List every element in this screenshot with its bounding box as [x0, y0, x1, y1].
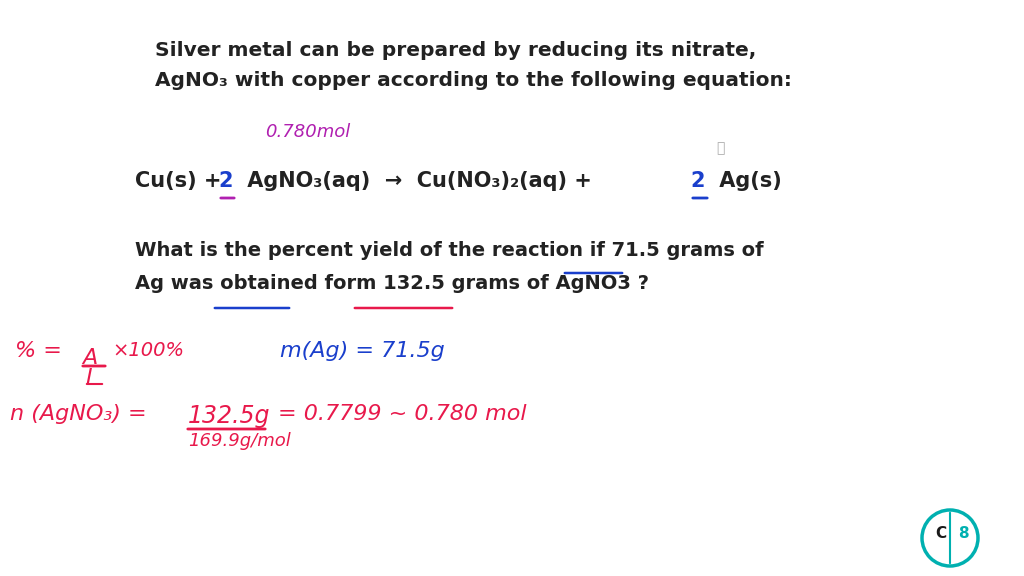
- Text: ➕: ➕: [716, 141, 724, 155]
- Text: Ag was obtained form 132.5 grams of AgNO3 ?: Ag was obtained form 132.5 grams of AgNO…: [135, 274, 649, 293]
- Text: Ag(s): Ag(s): [712, 171, 781, 191]
- Text: 2: 2: [690, 171, 705, 191]
- Text: A: A: [82, 348, 97, 368]
- Text: Cu(s) +: Cu(s) +: [135, 171, 228, 191]
- Text: AgNO₃(aq)  →  Cu(NO₃)₂(aq) +: AgNO₃(aq) → Cu(NO₃)₂(aq) +: [240, 171, 599, 191]
- Text: I: I: [85, 368, 91, 388]
- Text: 2: 2: [218, 171, 232, 191]
- Text: % =: % =: [15, 341, 61, 361]
- Text: m(Ag) = 71.5g: m(Ag) = 71.5g: [280, 341, 444, 361]
- Text: 169.9g/mol: 169.9g/mol: [188, 432, 291, 450]
- Text: n (AgNO₃) =: n (AgNO₃) =: [10, 404, 146, 424]
- Text: 132.5g: 132.5g: [188, 404, 270, 428]
- Text: Silver metal can be prepared by reducing its nitrate,: Silver metal can be prepared by reducing…: [155, 41, 757, 60]
- Text: C: C: [936, 526, 946, 541]
- Text: = 0.7799 ~ 0.780 mol: = 0.7799 ~ 0.780 mol: [278, 404, 526, 424]
- Text: What is the percent yield of the reaction if 71.5 grams of: What is the percent yield of the reactio…: [135, 241, 764, 260]
- Text: ×100%: ×100%: [112, 341, 184, 360]
- Text: 0.780mol: 0.780mol: [265, 123, 350, 141]
- Text: AgNO₃ with copper according to the following equation:: AgNO₃ with copper according to the follo…: [155, 71, 792, 90]
- Text: 8: 8: [957, 526, 969, 541]
